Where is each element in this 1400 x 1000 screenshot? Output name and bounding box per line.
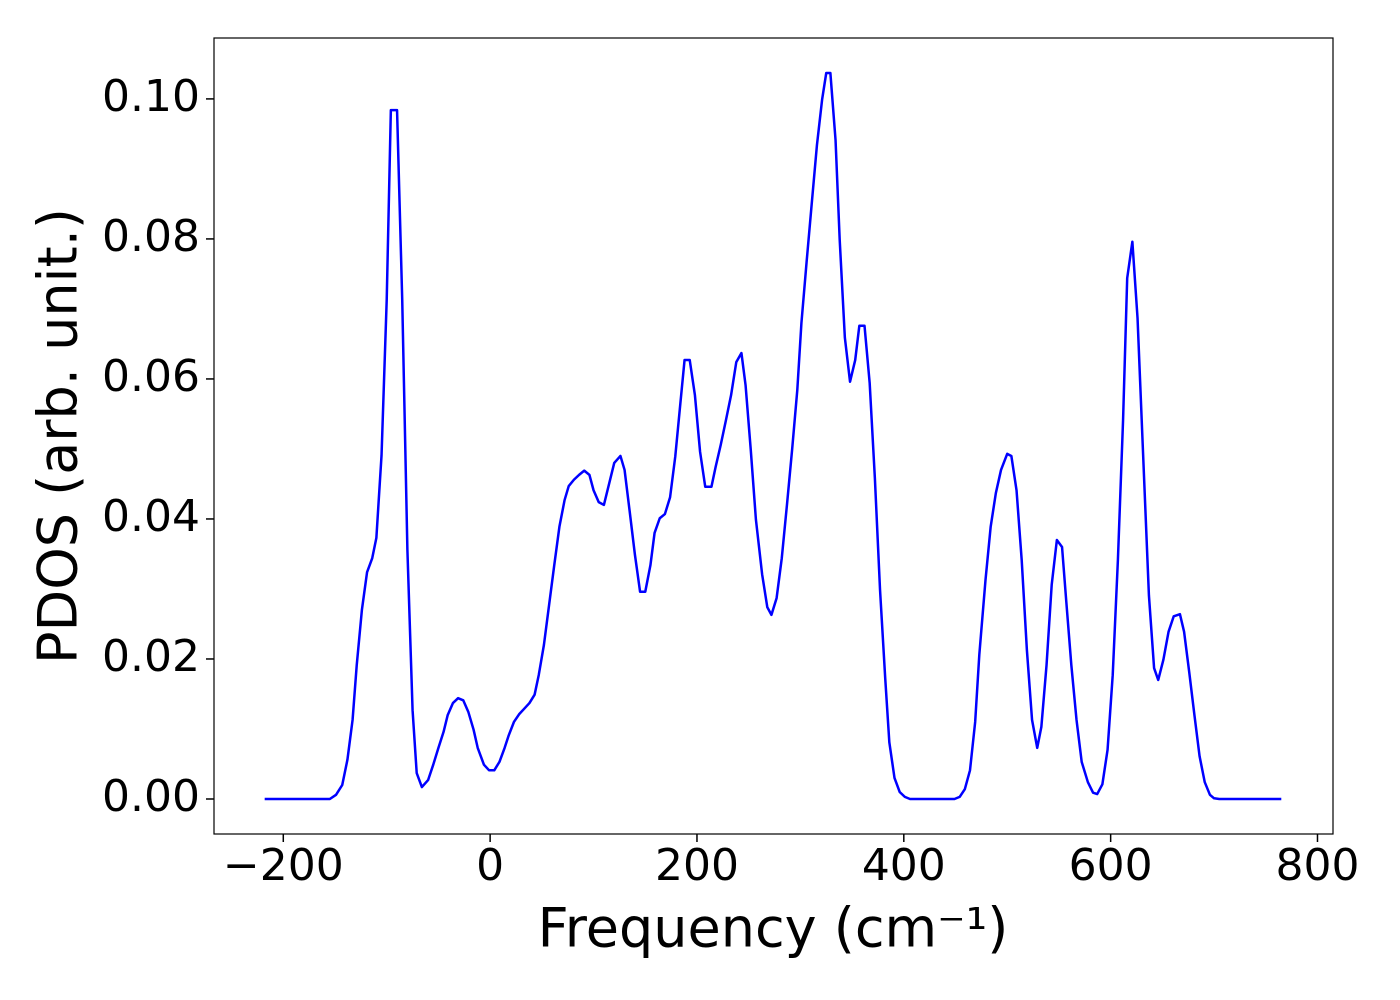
data-line	[264, 71, 1282, 801]
x-axis-label: Frequency (cm⁻¹)	[538, 897, 1009, 960]
plot-frame	[213, 37, 1334, 835]
x-tick-label: 400	[862, 840, 946, 891]
y-tick-label: 0.08	[102, 211, 200, 262]
x-tick-label: 800	[1275, 840, 1359, 891]
y-tick-label: 0.00	[102, 771, 200, 822]
x-tick-label: 200	[655, 840, 739, 891]
x-tick-label: 0	[476, 840, 504, 891]
y-tick-label: 0.02	[102, 631, 200, 682]
y-tick-label: 0.06	[102, 351, 200, 402]
x-tick-label: 600	[1069, 840, 1153, 891]
y-axis-label: PDOS (arb. unit.)	[27, 208, 90, 664]
y-tick-label: 0.04	[102, 491, 200, 542]
y-tick-label: 0.10	[102, 71, 200, 122]
x-tick-label: −200	[223, 840, 344, 891]
